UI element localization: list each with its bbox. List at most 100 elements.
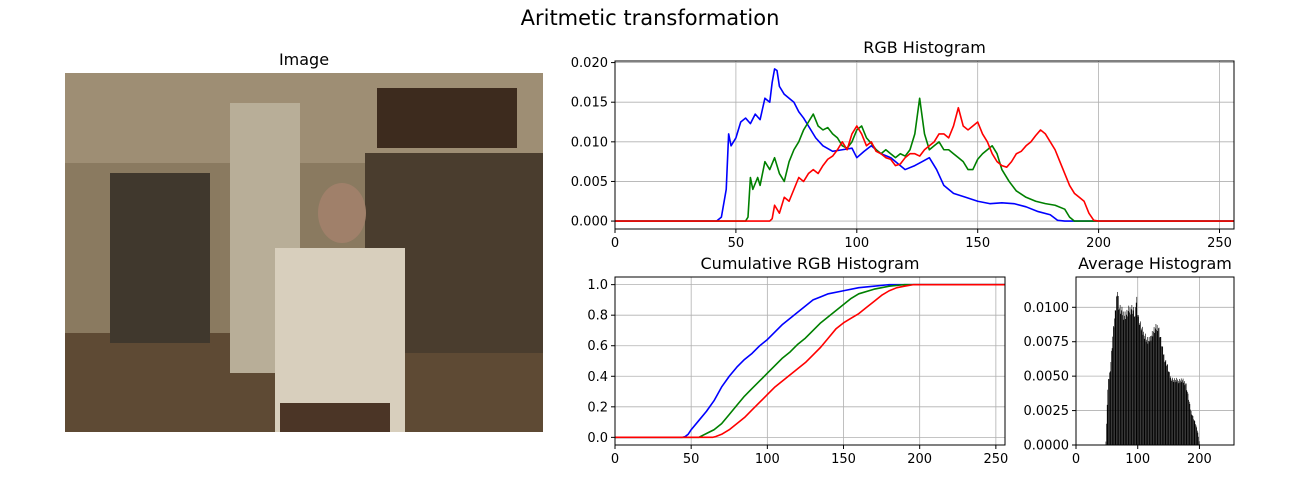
histogram-bar — [1136, 296, 1138, 445]
histogram-bar — [1190, 411, 1192, 445]
histogram-bar — [1130, 314, 1131, 445]
histogram-bar — [1122, 315, 1123, 445]
histogram-bar — [1165, 359, 1167, 445]
histogram-bar — [1193, 420, 1195, 445]
histogram-bar — [1116, 295, 1118, 445]
series-line-2 — [615, 106, 1234, 222]
histogram-bar — [1118, 309, 1120, 445]
histogram-bar — [1159, 337, 1160, 445]
histogram-bar — [1148, 337, 1150, 445]
histogram-bar — [1155, 328, 1156, 445]
histogram-bar — [1153, 331, 1154, 445]
histogram-bar — [1171, 380, 1172, 445]
y-tick-label: 0.005 — [571, 175, 608, 190]
histogram-bar — [1157, 331, 1159, 445]
histogram-bar — [1185, 383, 1187, 445]
rgb-histogram-chart: 0 50 100 150 200 250 0.000 0.005 0.010 0.015 0.020… — [571, 38, 1235, 251]
y-tick-label: 0.6 — [587, 339, 608, 354]
histogram-bar — [1135, 302, 1137, 445]
histogram-bar — [1124, 311, 1126, 445]
histogram-bar — [1149, 341, 1151, 445]
y-tick-label: 0.0 — [587, 431, 608, 446]
histogram-bar — [1133, 307, 1135, 445]
histogram-bar — [1182, 380, 1183, 445]
x-tick-label: 0 — [1072, 452, 1080, 467]
histogram-bar — [1125, 318, 1126, 445]
x-tick-label: 200 — [1086, 236, 1111, 251]
histogram-bar — [1117, 291, 1118, 445]
photo-sign-board — [377, 88, 517, 148]
x-tick-label: 100 — [1125, 452, 1150, 467]
histogram-bar — [1139, 323, 1141, 445]
histogram-bar — [1142, 326, 1143, 445]
histogram-bar — [1112, 336, 1114, 445]
photo-person-face — [318, 183, 366, 243]
histogram-bar — [1126, 309, 1128, 445]
histogram-bar — [1169, 372, 1170, 445]
axes-frame — [614, 276, 1006, 446]
histogram-bar — [1163, 354, 1164, 445]
histogram-bar — [1164, 361, 1166, 445]
histogram-bar — [1193, 419, 1194, 445]
histogram-bar — [1175, 377, 1177, 445]
histogram-bar — [1131, 305, 1133, 445]
x-tick-label: 250 — [983, 452, 1008, 467]
histogram-bar — [1147, 343, 1149, 445]
histogram-bar — [1156, 329, 1157, 445]
axes-frame — [614, 60, 1235, 230]
histogram-bar — [1113, 326, 1114, 445]
x-tick-label: 0 — [611, 452, 619, 467]
histogram-bar — [1173, 380, 1175, 445]
histogram-bar — [1125, 314, 1127, 445]
histogram-bar — [1198, 436, 1199, 445]
histogram-bar — [1129, 307, 1131, 445]
y-tick-label: 0.0075 — [1024, 335, 1070, 350]
histogram-bar — [1181, 382, 1183, 445]
histogram-bar — [1138, 324, 1140, 445]
histogram-bar — [1158, 328, 1159, 445]
histogram-bar — [1184, 385, 1186, 445]
rgb-histogram-title: RGB Histogram — [863, 38, 986, 57]
histogram-bar — [1140, 330, 1142, 445]
photo-drawing — [65, 73, 543, 432]
histogram-bar — [1106, 423, 1107, 445]
histogram-bar — [1129, 312, 1130, 445]
axes-frame — [1075, 276, 1235, 446]
histogram-bar — [1166, 364, 1168, 445]
histogram-bar — [1152, 336, 1154, 445]
y-tick-label: 0.020 — [571, 56, 608, 71]
histogram-bar — [1111, 348, 1113, 445]
histogram-bar — [1127, 316, 1128, 445]
photo-image — [65, 73, 543, 432]
y-tick-label: 0.0100 — [1024, 301, 1070, 316]
histogram-bar — [1194, 421, 1196, 445]
histogram-bar — [1168, 371, 1170, 445]
average-histogram-chart: 0 100 200 0.0000 0.0025 0.0050 0.0075 0.0100 Ave… — [1024, 254, 1235, 467]
histogram-bar — [1142, 334, 1144, 445]
histogram-bar — [1108, 378, 1109, 445]
histogram-bar — [1117, 296, 1119, 445]
histogram-bar — [1116, 296, 1117, 445]
histogram-bar — [1196, 430, 1198, 445]
histogram-bar — [1106, 404, 1108, 445]
y-tick-label: 0.8 — [587, 309, 608, 324]
histogram-bar — [1174, 378, 1175, 445]
histogram-bar — [1137, 316, 1139, 445]
x-tick-label: 250 — [1207, 236, 1232, 251]
histogram-bar — [1134, 316, 1135, 445]
histogram-bar — [1143, 338, 1145, 445]
histogram-bar — [1122, 311, 1124, 445]
histogram-bar — [1180, 378, 1182, 445]
histogram-bar — [1113, 327, 1115, 445]
histogram-bar — [1196, 427, 1197, 445]
histogram-bar — [1119, 304, 1121, 445]
y-tick-label: 1.0 — [587, 278, 608, 293]
histogram-bar — [1162, 346, 1164, 445]
histogram-bar — [1188, 399, 1189, 445]
y-tick-label: 0.000 — [571, 215, 608, 230]
y-tick-label: 0.2 — [587, 400, 608, 415]
histogram-bar — [1138, 315, 1139, 445]
image-panel-title: Image — [278, 50, 330, 69]
x-tick-label: 100 — [844, 236, 869, 251]
